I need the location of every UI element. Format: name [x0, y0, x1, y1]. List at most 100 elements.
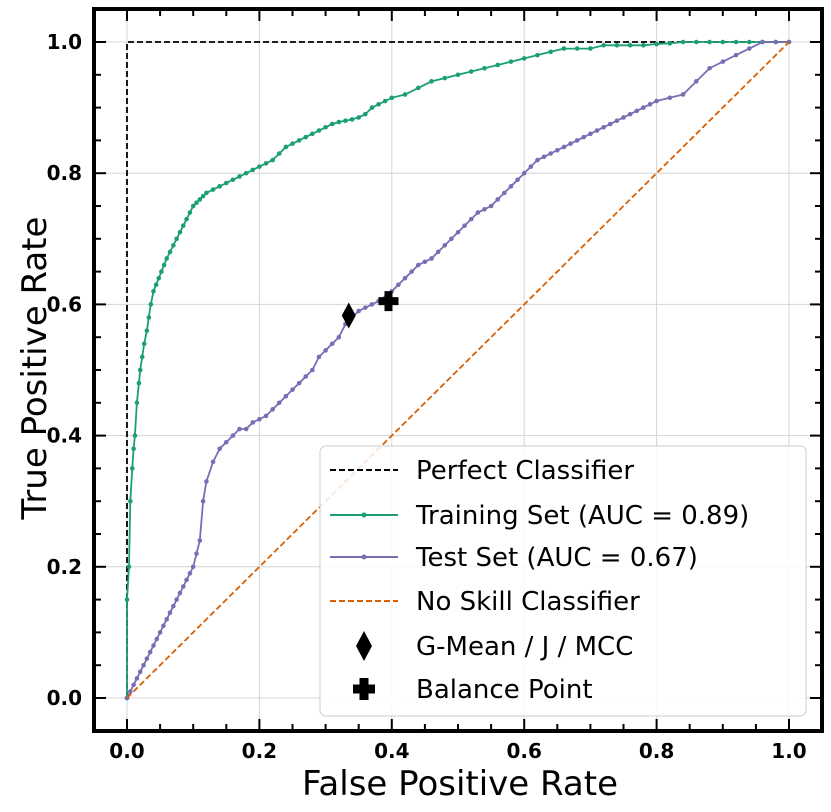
data-point [171, 243, 176, 248]
data-point [200, 498, 206, 504]
data-point [502, 190, 507, 196]
data-point [468, 69, 474, 74]
data-point [720, 59, 726, 64]
legend-label: Balance Point [416, 675, 593, 705]
data-point [614, 118, 620, 124]
data-point [627, 42, 633, 48]
data-point [187, 210, 193, 215]
series-training-set-auc-0-89 [124, 39, 792, 701]
data-point [415, 85, 421, 91]
data-point [376, 102, 381, 107]
data-point [462, 223, 467, 228]
data-point [760, 39, 765, 45]
data-point [402, 92, 408, 97]
data-point [336, 334, 342, 340]
data-point [627, 111, 633, 117]
data-point [415, 262, 421, 268]
data-point [139, 354, 145, 360]
data-point [733, 52, 739, 58]
y-tick-label: 0.8 [47, 161, 82, 185]
data-point [733, 39, 739, 45]
data-point [634, 108, 640, 114]
data-point [574, 46, 580, 51]
series-no-skill-classifier [126, 41, 790, 699]
data-point [180, 223, 186, 228]
data-point [243, 426, 249, 432]
data-point [680, 92, 686, 97]
data-point [409, 269, 414, 274]
data-point [389, 95, 395, 101]
x-axis-label: False Positive Rate [302, 764, 618, 804]
data-point [568, 141, 573, 146]
data-point [270, 407, 275, 412]
data-point [224, 439, 229, 445]
point-g-mean-j-mcc [341, 302, 356, 329]
data-point [535, 157, 540, 163]
data-point [574, 138, 580, 143]
y-tick-label: 0.0 [47, 686, 82, 710]
data-point [276, 400, 282, 406]
data-point [230, 177, 236, 183]
series-line [126, 41, 790, 699]
data-point [349, 117, 355, 122]
data-point [303, 374, 309, 379]
data-point [369, 302, 375, 307]
data-point [528, 164, 534, 169]
data-point [316, 354, 322, 360]
data-point [263, 161, 269, 166]
data-point [132, 433, 138, 438]
data-point [290, 387, 295, 392]
y-tick-label: 0.4 [47, 424, 82, 448]
data-point [151, 288, 156, 294]
data-point [396, 282, 401, 288]
data-point [521, 170, 527, 176]
data-point [156, 275, 162, 281]
x-tick-label: 0.6 [506, 739, 541, 763]
data-point [429, 256, 434, 261]
data-point [194, 200, 199, 206]
data-point [455, 72, 461, 78]
data-point [614, 42, 620, 48]
data-point [746, 39, 752, 45]
legend-item: G-Mean / J / MCC [356, 631, 633, 662]
data-point [161, 262, 167, 268]
x-tick-label: 0.2 [242, 739, 277, 763]
data-point [217, 446, 222, 452]
legend-swatch-marker [361, 512, 367, 518]
series-line [126, 41, 789, 698]
series-perfect-classifier [126, 41, 789, 698]
data-point [197, 538, 203, 543]
data-point [442, 75, 448, 81]
axis-ticks [94, 9, 822, 731]
data-point [508, 184, 514, 189]
data-point [204, 190, 209, 196]
data-point [174, 236, 179, 242]
data-point [323, 348, 328, 353]
data-point [475, 210, 481, 215]
data-point [257, 416, 262, 422]
data-point [180, 584, 186, 589]
data-point [194, 551, 199, 556]
data-point [237, 426, 242, 432]
x-tick-label: 0.0 [109, 739, 144, 763]
y-tick-label: 0.6 [47, 292, 82, 316]
data-point [177, 229, 183, 235]
data-point [680, 39, 686, 45]
data-point [310, 131, 315, 137]
legend-label: Test Set (AUC = 0.67) [415, 543, 698, 573]
data-point [230, 433, 236, 438]
data-point [442, 243, 448, 248]
data-point [204, 479, 209, 484]
data-point [141, 341, 147, 347]
legend-swatch [356, 631, 372, 661]
data-point [148, 302, 154, 307]
y-tick-label: 1.0 [47, 30, 82, 54]
data-point [667, 95, 673, 101]
data-point [144, 656, 150, 661]
data-point [356, 308, 362, 314]
data-point [263, 413, 269, 419]
x-tick-label: 0.8 [639, 739, 674, 763]
data-point [329, 121, 335, 127]
data-point [363, 305, 368, 310]
data-point [588, 46, 593, 51]
